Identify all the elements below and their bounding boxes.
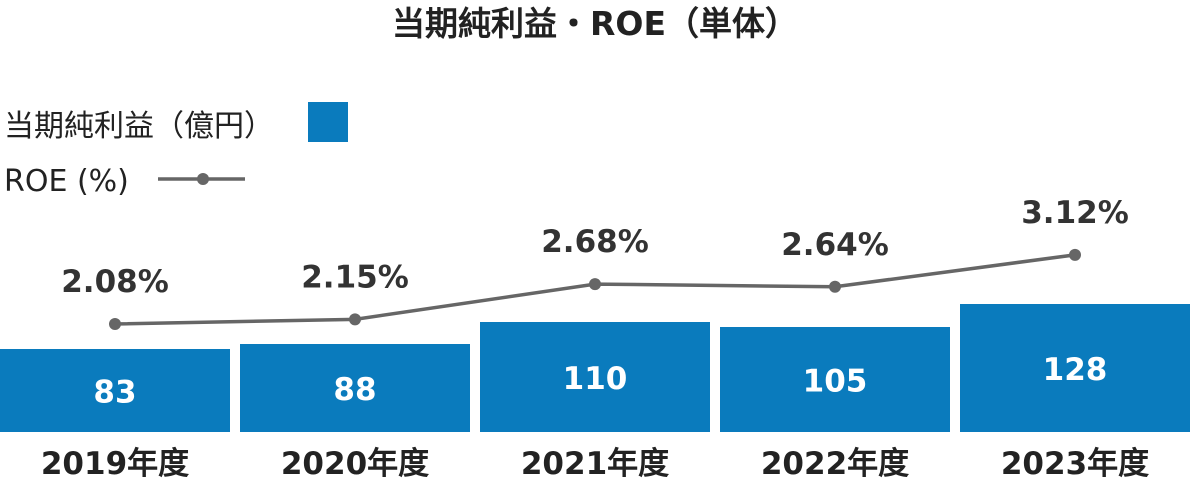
bar-value-label-2: 88	[333, 372, 376, 408]
legend: 当期純利益（億円） ROE (%)	[4, 102, 348, 199]
roe-value-label-2: 2.15%	[301, 259, 409, 295]
bar-value-labels: 83 88 110 105 128	[93, 352, 1107, 411]
roe-point-1	[109, 318, 121, 330]
category-label-4: 2022年度	[761, 446, 909, 480]
category-label-1: 2019年度	[41, 446, 189, 480]
category-labels: 2019年度 2020年度 2021年度 2022年度 2023年度	[41, 446, 1149, 480]
legend-swatch-net-income	[308, 102, 348, 142]
roe-series	[109, 248, 1081, 330]
roe-value-label-3: 2.68%	[541, 224, 649, 260]
bar-3	[480, 322, 710, 432]
bar-2	[240, 344, 470, 432]
legend-swatch-roe-marker	[197, 173, 209, 185]
roe-value-label-1: 2.08%	[61, 264, 169, 300]
bar-value-label-3: 110	[563, 361, 628, 397]
roe-point-3	[589, 278, 601, 291]
category-label-2: 2020年度	[281, 446, 429, 480]
roe-value-label-4: 2.64%	[781, 227, 889, 263]
bar-5	[960, 304, 1190, 432]
bar-value-label-4: 105	[803, 364, 868, 400]
chart-title: 当期純利益・ROE（単体）	[392, 4, 798, 43]
bar-series	[0, 304, 1190, 432]
category-label-5: 2023年度	[1001, 446, 1149, 480]
bar-value-label-5: 128	[1043, 352, 1108, 388]
legend-label-roe: ROE (%)	[4, 164, 129, 199]
bar-value-label-1: 83	[93, 375, 136, 411]
roe-value-labels: 2.08% 2.15% 2.68% 2.64% 3.12%	[61, 195, 1129, 300]
roe-point-5	[1069, 248, 1081, 261]
roe-point-2	[349, 313, 361, 326]
bar-1	[0, 349, 230, 432]
legend-label-net-income: 当期純利益（億円）	[4, 109, 274, 144]
bar-4	[720, 327, 950, 432]
roe-value-label-5: 3.12%	[1021, 195, 1129, 231]
category-label-3: 2021年度	[521, 446, 669, 480]
roe-point-4	[829, 280, 841, 293]
